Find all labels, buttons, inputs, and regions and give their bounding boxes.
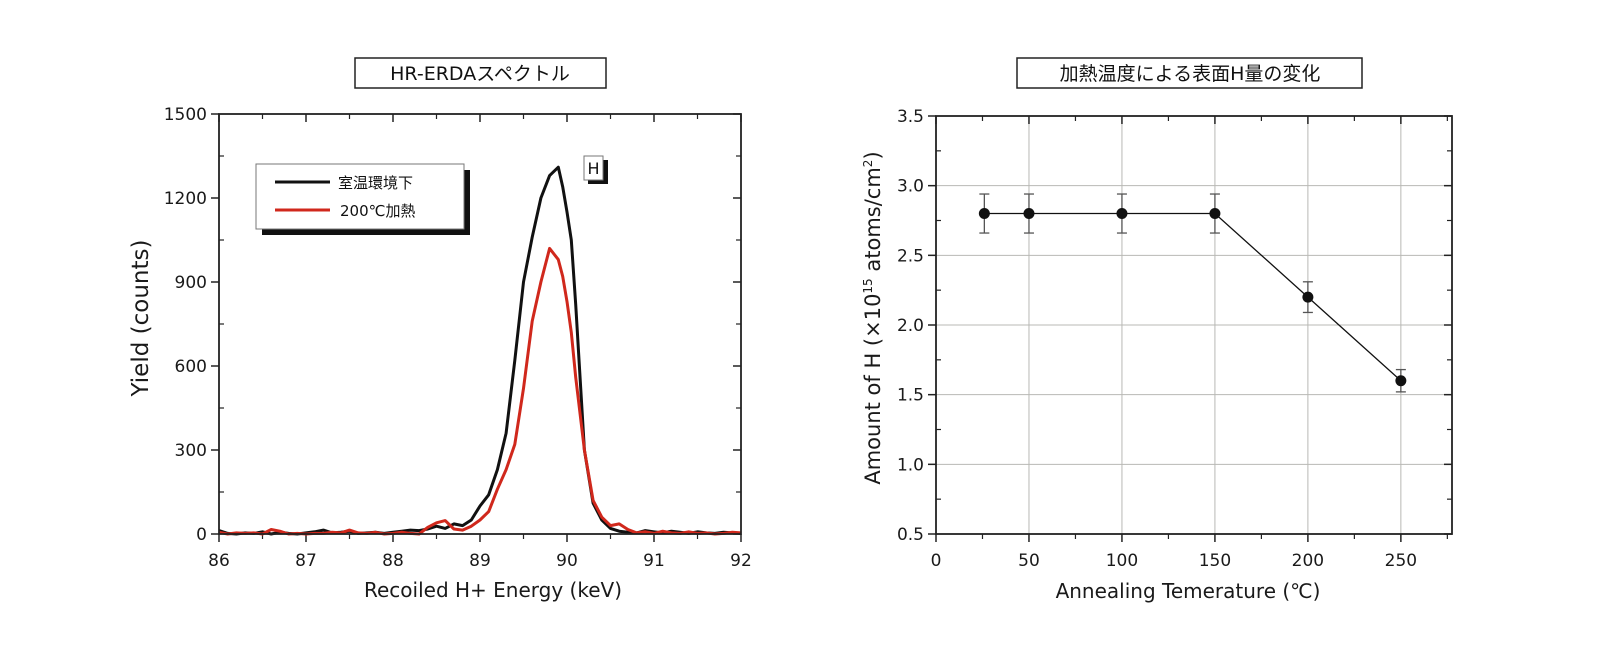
y-tick-label: 1200 xyxy=(164,189,207,209)
left-y-axis-label: Yield (counts) xyxy=(128,240,154,398)
data-point xyxy=(1116,208,1128,220)
y-label-sup2: 2 xyxy=(861,160,875,168)
y-tick-label: 1500 xyxy=(164,105,207,125)
y-label-mid: atoms/cm xyxy=(861,167,885,278)
y-tick-label: 1.0 xyxy=(897,455,924,475)
annotation-h-label: H xyxy=(587,159,599,178)
data-point xyxy=(1395,375,1407,387)
x-tick-label: 150 xyxy=(1199,551,1231,571)
x-tick-label: 200 xyxy=(1292,551,1324,571)
legend-box xyxy=(255,163,465,230)
data-point xyxy=(1302,291,1314,303)
data-point xyxy=(978,208,990,220)
right-plot-frame xyxy=(935,115,1453,535)
x-tick-label: 91 xyxy=(643,551,665,571)
y-label-sup1: 15 xyxy=(861,278,875,293)
right-x-axis-label: Annealing Temerature (℃) xyxy=(1056,579,1321,603)
y-tick-label: 0 xyxy=(196,525,207,545)
x-tick-label: 86 xyxy=(208,551,230,571)
right-chart-title-box xyxy=(1016,57,1363,89)
x-tick-label: 87 xyxy=(295,551,317,571)
legend-label-room-temp: 室温環境下 xyxy=(338,174,413,192)
x-tick-label: 50 xyxy=(1018,551,1040,571)
y-tick-label: 0.5 xyxy=(897,525,924,545)
y-tick-label: 2.0 xyxy=(897,316,924,336)
y-tick-label: 2.5 xyxy=(897,246,924,266)
y-tick-label: 900 xyxy=(175,273,207,293)
left-axis-ticks: 86 87 88 89 90 91 92 0 300 600 900 1200 1500 xyxy=(164,105,752,571)
y-label-prefix: Amount of H (×10 xyxy=(861,294,885,485)
x-tick-label: 0 xyxy=(931,551,942,571)
right-y-axis-label: Amount of H (×1015 atoms/cm2) xyxy=(861,151,885,484)
series-line-200c xyxy=(218,246,742,536)
left-plot-frame xyxy=(218,113,742,535)
data-point xyxy=(1023,208,1035,220)
annealing-chart: 加熱温度による表面H量の変化 0 50 100 150 200 250 0.5 1.0 1.5 2… xyxy=(861,57,1453,603)
y-tick-label: 1.5 xyxy=(897,386,924,406)
right-axis-ticks: 0 50 100 150 200 250 0.5 1.0 1.5 2.0 2.5 3.0 3.5 xyxy=(897,107,1452,571)
y-tick-label: 3.0 xyxy=(897,177,924,197)
y-tick-label: 300 xyxy=(175,441,207,461)
legend-label-200c: 200℃加熱 xyxy=(340,202,415,220)
x-tick-label: 100 xyxy=(1106,551,1138,571)
left-chart-title: HR-ERDAスペクトル xyxy=(390,63,570,85)
right-chart-title: 加熱温度による表面H量の変化 xyxy=(1060,63,1321,85)
x-tick-label: 88 xyxy=(382,551,404,571)
data-point xyxy=(1209,208,1221,220)
spectrum-chart: HR-ERDAスペクトル 86 87 88 89 90 91 92 0 300 600 900 120… xyxy=(128,57,752,602)
peak-annotation: H xyxy=(583,155,608,184)
x-tick-label: 250 xyxy=(1385,551,1417,571)
legend: 室温環境下 200℃加熱 xyxy=(255,163,470,235)
x-tick-label: 92 xyxy=(730,551,752,571)
left-x-axis-label: Recoiled H+ Energy (keV) xyxy=(364,578,622,602)
right-grid xyxy=(936,116,1452,534)
x-tick-label: 89 xyxy=(469,551,491,571)
annotation-box xyxy=(583,155,604,181)
left-chart-title-box xyxy=(354,57,607,89)
y-tick-label: 3.5 xyxy=(897,107,924,127)
series-line xyxy=(984,212,1402,382)
x-tick-label: 90 xyxy=(556,551,578,571)
y-tick-label: 600 xyxy=(175,357,207,377)
y-label-suffix: ) xyxy=(861,151,885,159)
right-series xyxy=(978,193,1407,393)
